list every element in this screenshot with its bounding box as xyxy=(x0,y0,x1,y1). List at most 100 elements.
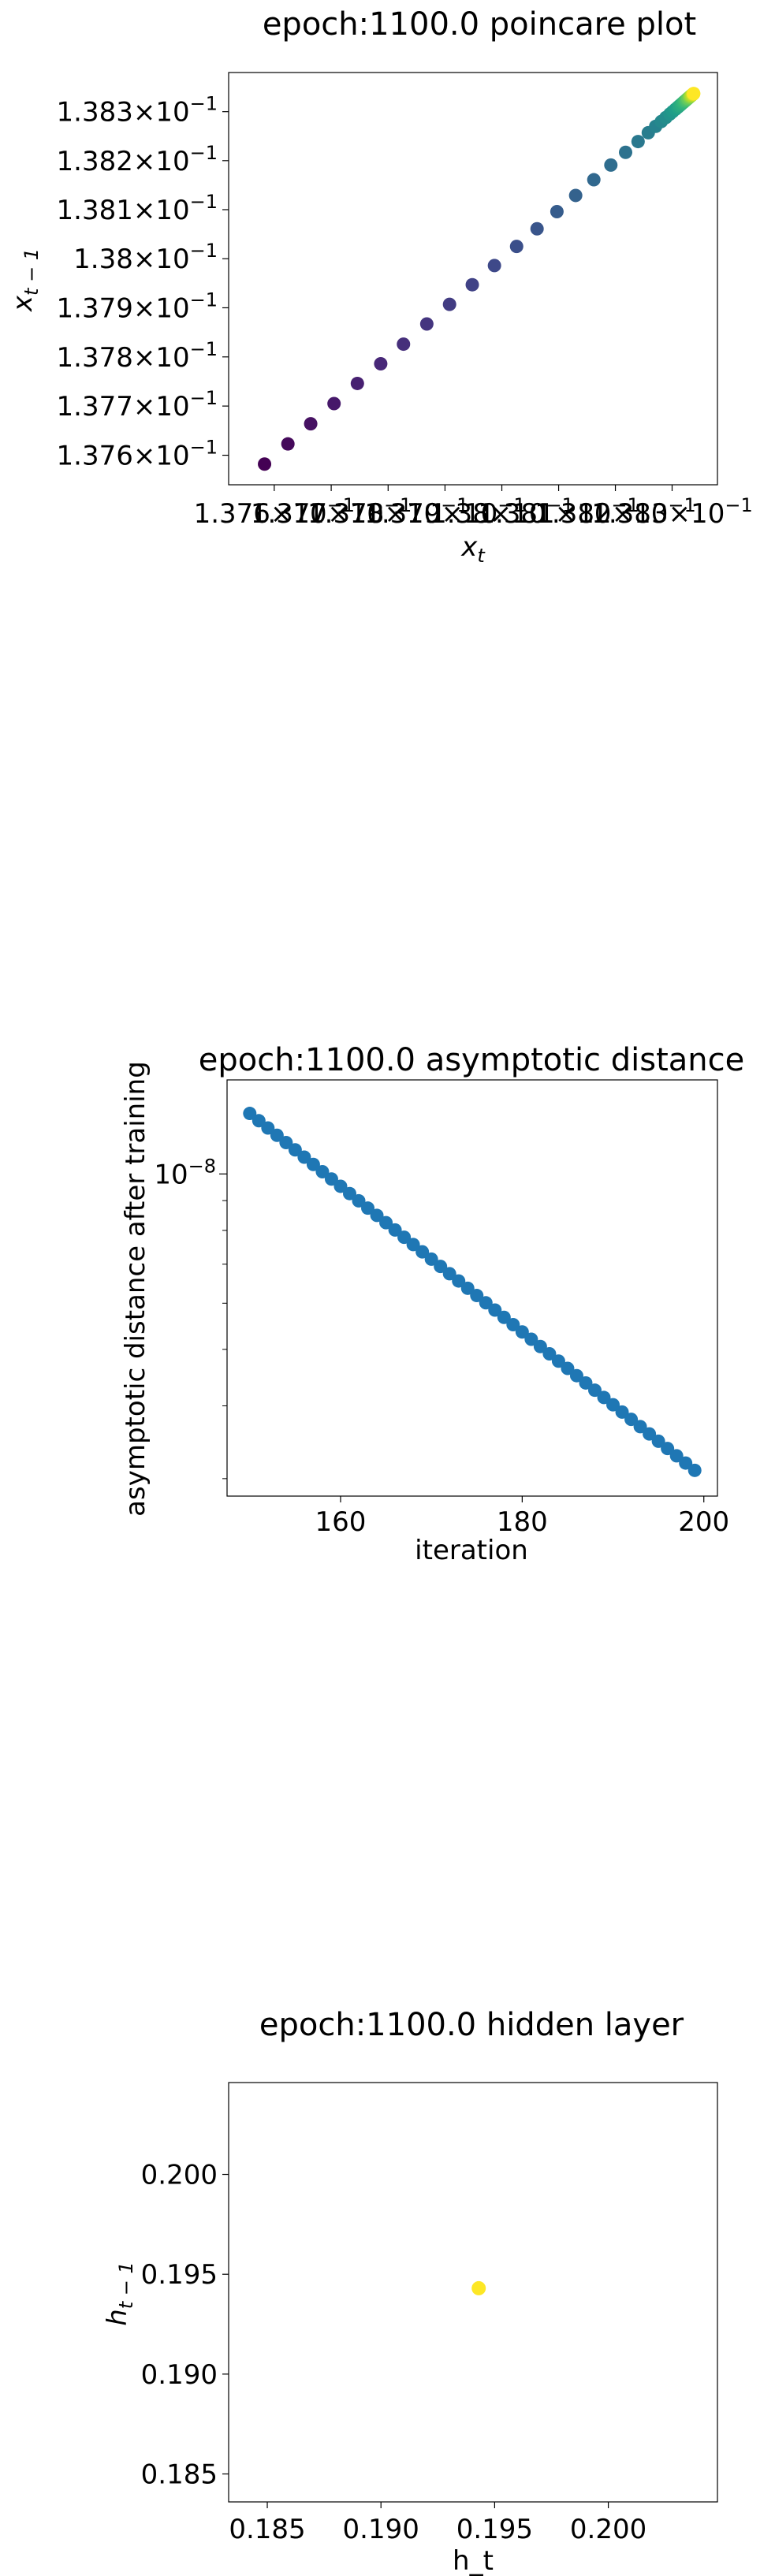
y-tick-label: 0.190 xyxy=(141,2359,218,2391)
x-tick-label: 1.381×10−1 xyxy=(478,494,639,530)
distance-point xyxy=(533,1339,547,1353)
distance-point xyxy=(479,1296,493,1310)
distance-point xyxy=(460,1281,475,1295)
distance-point xyxy=(643,1427,657,1441)
distance-point xyxy=(343,1186,356,1201)
poincare-point xyxy=(397,337,411,352)
distance-point xyxy=(687,1463,702,1477)
asymptotic-distance-frame xyxy=(226,1079,718,1497)
poincare-point xyxy=(442,297,456,311)
distance-point xyxy=(579,1375,593,1390)
y-tick-label: 1.379×10−1 xyxy=(57,288,218,324)
hidden-y-axis-label: ht − 1 xyxy=(102,2261,137,2326)
poincare-plot-frame xyxy=(228,72,718,486)
poincare-point xyxy=(550,204,564,218)
poincare-point xyxy=(568,188,583,203)
poincare-point xyxy=(631,135,645,149)
distance-point xyxy=(434,1260,448,1274)
distance-point xyxy=(397,1230,412,1245)
y-tick-label: 1.376×10−1 xyxy=(57,437,218,472)
asymptotic-y-axis-label: asymptotic distance after training xyxy=(120,1061,151,1517)
poincare-point xyxy=(487,259,501,273)
x-tick-label: 0.195 xyxy=(456,2514,533,2545)
hidden-point xyxy=(471,2280,486,2295)
y-tick-label: 1.378×10−1 xyxy=(57,338,218,374)
poincare-point xyxy=(350,376,364,390)
distance-point xyxy=(624,1413,639,1427)
distance-point xyxy=(515,1325,529,1339)
poincare-point xyxy=(374,357,388,371)
poincare-point xyxy=(258,457,272,471)
distance-point xyxy=(333,1179,348,1193)
distance-point xyxy=(252,1114,266,1128)
distance-point xyxy=(352,1193,366,1208)
distance-point xyxy=(415,1245,430,1259)
poincare-y-axis-label: xt − 1 xyxy=(7,248,43,312)
poincare-point xyxy=(619,145,633,159)
distance-point xyxy=(588,1383,602,1398)
distance-point xyxy=(370,1208,384,1223)
distance-point xyxy=(243,1107,257,1121)
x-tick-label: 200 xyxy=(678,1506,729,1538)
poincare-point xyxy=(281,437,295,451)
distance-point xyxy=(406,1238,420,1252)
distance-point xyxy=(651,1434,665,1448)
asymptotic-distance-title: epoch:1100.0 asymptotic distance xyxy=(199,1042,745,1078)
hidden-layer-frame xyxy=(228,2082,718,2503)
x-tick-label: 0.185 xyxy=(229,2514,305,2545)
x-tick-label: 1.38×10−1 xyxy=(430,494,574,530)
distance-point xyxy=(524,1332,538,1346)
x-tick-label: 180 xyxy=(497,1506,548,1538)
x-tick-label: 0.190 xyxy=(343,2514,419,2545)
asymptotic-x-axis-label: iteration xyxy=(415,1535,528,1566)
distance-point xyxy=(561,1361,575,1375)
distance-point xyxy=(551,1354,565,1368)
y-tick-label: 10−8 xyxy=(154,1155,216,1190)
distance-point xyxy=(679,1456,693,1470)
distance-point xyxy=(488,1303,502,1317)
distance-point xyxy=(497,1310,511,1324)
x-tick-label: 1.382×10−1 xyxy=(535,494,695,530)
x-tick-label: 1.383×10−1 xyxy=(591,494,752,530)
distance-point xyxy=(470,1289,484,1303)
poincare-point xyxy=(327,396,341,411)
poincare-point xyxy=(419,317,434,331)
distance-point xyxy=(270,1128,284,1142)
distance-point xyxy=(361,1201,375,1215)
poincare-point xyxy=(587,173,601,187)
distance-point xyxy=(388,1223,402,1237)
distance-point xyxy=(279,1136,293,1150)
y-tick-label: 0.195 xyxy=(141,2259,218,2291)
y-tick-label: 1.377×10−1 xyxy=(57,387,218,423)
x-tick-label: 1.378×10−1 xyxy=(307,494,468,530)
distance-point xyxy=(315,1164,330,1178)
distance-point xyxy=(452,1274,466,1288)
distance-point xyxy=(669,1449,684,1463)
distance-point xyxy=(606,1398,620,1412)
distance-point xyxy=(424,1252,438,1266)
distance-point xyxy=(661,1442,675,1456)
poincare-plot-chart: epoch:1100.0 poincare plot 1.376×10−11.3… xyxy=(7,6,753,567)
x-tick-label: 1.377×10−1 xyxy=(251,494,412,530)
y-tick-label: 0.200 xyxy=(141,2160,218,2191)
y-tick-label: 1.38×10−1 xyxy=(73,240,218,275)
hidden-layer-title: epoch:1100.0 hidden layer xyxy=(259,2007,684,2043)
distance-point xyxy=(633,1420,647,1434)
distance-point xyxy=(597,1390,611,1405)
distance-point xyxy=(379,1215,393,1230)
x-tick-label: 160 xyxy=(315,1506,367,1538)
x-tick-label: 0.200 xyxy=(570,2514,646,2545)
y-tick-label: 1.381×10−1 xyxy=(57,191,218,226)
x-tick-label: 1.376×10−1 xyxy=(194,494,355,530)
poincare-point xyxy=(687,87,701,101)
distance-point xyxy=(506,1318,520,1332)
distance-point xyxy=(324,1172,338,1186)
distance-point xyxy=(297,1150,311,1164)
distance-point xyxy=(442,1267,456,1281)
distance-point xyxy=(542,1346,557,1361)
poincare-plot-title: epoch:1100.0 poincare plot xyxy=(263,6,696,43)
poincare-x-axis-label: xt xyxy=(460,531,486,567)
poincare-point xyxy=(509,240,523,254)
y-tick-label: 1.382×10−1 xyxy=(57,142,218,177)
asymptotic-distance-chart: epoch:1100.0 asymptotic distance 10−8 16… xyxy=(120,1042,745,1566)
